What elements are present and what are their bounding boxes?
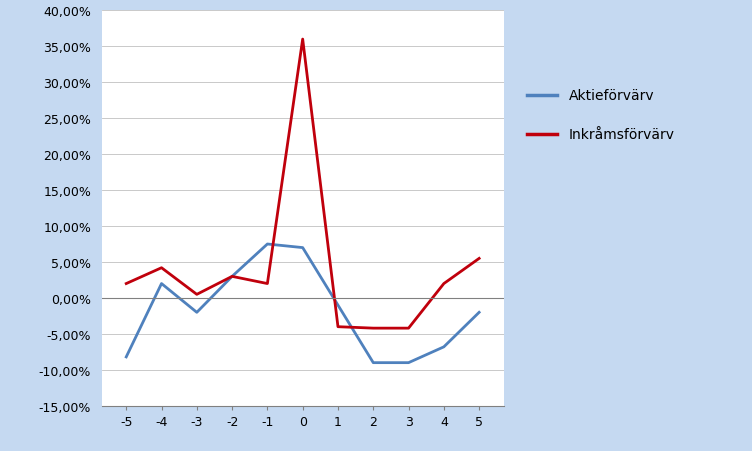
- Aktieförvärv: [263, 242, 272, 247]
- Inkråmsförvärv: [368, 326, 378, 331]
- Inkråmsförvärv: [475, 256, 484, 262]
- Aktieförvärv: [228, 274, 237, 280]
- Line: Aktieförvärv: Aktieförvärv: [126, 244, 479, 363]
- Aktieförvärv: [299, 245, 308, 251]
- Legend: Aktieförvärv, Inkråmsförvärv: Aktieförvärv, Inkråmsförvärv: [527, 89, 675, 142]
- Aktieförvärv: [157, 281, 166, 287]
- Aktieförvärv: [193, 310, 202, 315]
- Inkråmsförvärv: [439, 281, 448, 287]
- Aktieförvärv: [368, 360, 378, 366]
- Aktieförvärv: [122, 354, 131, 360]
- Inkråmsförvärv: [193, 292, 202, 297]
- Line: Inkråmsförvärv: Inkråmsförvärv: [126, 40, 479, 328]
- Inkråmsförvärv: [299, 37, 308, 43]
- Inkråmsförvärv: [333, 324, 342, 330]
- Aktieförvärv: [404, 360, 413, 366]
- Inkråmsförvärv: [404, 326, 413, 331]
- Inkråmsförvärv: [228, 274, 237, 280]
- Inkråmsförvärv: [122, 281, 131, 287]
- Aktieförvärv: [475, 310, 484, 315]
- Aktieförvärv: [333, 303, 342, 308]
- Aktieförvärv: [439, 345, 448, 350]
- Inkråmsförvärv: [157, 266, 166, 271]
- Inkråmsförvärv: [263, 281, 272, 287]
